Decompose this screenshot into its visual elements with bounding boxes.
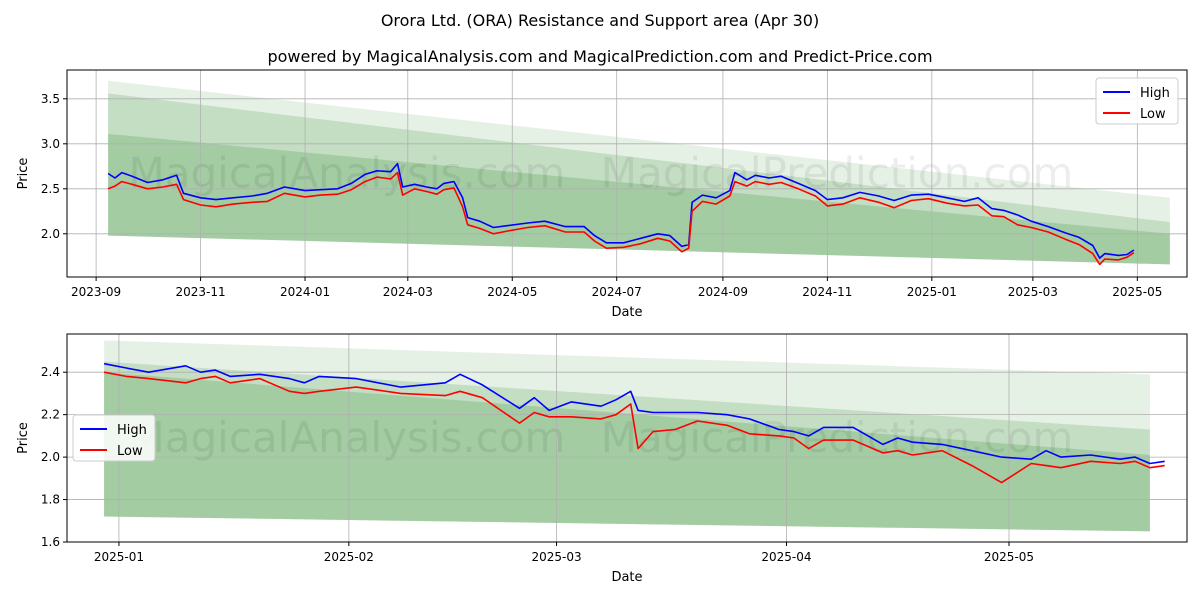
y-tick-label: 3.5 bbox=[41, 92, 60, 106]
legend-label-low: Low bbox=[117, 444, 143, 459]
support-resistance-bands bbox=[108, 80, 1170, 265]
chart-title: Orora Ltd. (ORA) Resistance and Support … bbox=[381, 11, 819, 30]
band-2 bbox=[104, 361, 1150, 532]
legend-box bbox=[72, 414, 156, 462]
x-tick-label: 2024-07 bbox=[592, 285, 642, 299]
y-tick-label: 1.6 bbox=[41, 535, 60, 549]
x-axis-label: Date bbox=[611, 305, 642, 320]
series bbox=[103, 362, 1165, 484]
legend-label-high: High bbox=[1140, 86, 1170, 101]
legend: High Low bbox=[1095, 77, 1179, 125]
band-1 bbox=[108, 80, 1170, 265]
bottom-chart-panel: MagicalAnalysis.com MagicalPrediction.com… bbox=[16, 333, 1188, 585]
x-tick-label: 2024-05 bbox=[487, 285, 537, 299]
y-tick-label: 2.5 bbox=[41, 182, 60, 196]
watermark-prediction: MagicalPrediction.com bbox=[601, 149, 1074, 198]
x-axis-label: Date bbox=[611, 570, 642, 585]
band-3 bbox=[104, 372, 1150, 532]
x-tick-label: 2025-03 bbox=[1008, 285, 1058, 299]
x-tick-label: 2025-05 bbox=[984, 550, 1034, 564]
watermarks: MagicalAnalysis.com MagicalPrediction.com bbox=[129, 413, 1074, 462]
legend-label-high: High bbox=[117, 423, 147, 438]
x-tick-label: 2025-01 bbox=[94, 550, 144, 564]
x-tick-label: 2024-03 bbox=[383, 285, 433, 299]
x-tick-label: 2025-04 bbox=[761, 550, 811, 564]
y-tick-label: 2.0 bbox=[41, 227, 60, 241]
watermark-analysis: MagicalAnalysis.com bbox=[129, 413, 566, 462]
x-tick-label: 2023-11 bbox=[176, 285, 226, 299]
y-axis-label: Price bbox=[16, 422, 31, 454]
series bbox=[107, 162, 1135, 266]
plot-frame bbox=[66, 333, 1188, 543]
band-2 bbox=[108, 93, 1170, 265]
watermark-prediction: MagicalPrediction.com bbox=[601, 413, 1074, 462]
high-line bbox=[107, 162, 1135, 259]
y-axis-label: Price bbox=[16, 158, 31, 190]
x-tick-label: 2023-09 bbox=[71, 285, 121, 299]
legend-label-low: Low bbox=[1140, 107, 1166, 122]
x-tick-label: 2024-01 bbox=[280, 285, 330, 299]
watermark-analysis: MagicalAnalysis.com bbox=[129, 149, 566, 198]
legend: High Low bbox=[72, 414, 156, 462]
top-chart-panel: MagicalAnalysis.com MagicalPrediction.com… bbox=[16, 69, 1188, 320]
legend-box bbox=[1095, 77, 1179, 125]
high-line bbox=[103, 362, 1165, 465]
plot-frame bbox=[66, 69, 1188, 278]
x-tick-label: 2025-03 bbox=[531, 550, 581, 564]
low-line bbox=[103, 371, 1165, 484]
chart-subtitle: powered by MagicalAnalysis.com and Magic… bbox=[267, 47, 932, 66]
x-tick-label: 2024-11 bbox=[802, 285, 852, 299]
y-tick-label: 2.2 bbox=[41, 408, 60, 422]
y-tick-label: 2.4 bbox=[41, 365, 60, 379]
grid bbox=[67, 70, 1187, 277]
x-tick-label: 2024-09 bbox=[698, 285, 748, 299]
y-tick-label: 1.8 bbox=[41, 493, 60, 507]
low-line bbox=[107, 171, 1135, 266]
band-3 bbox=[108, 133, 1170, 265]
y-tick-label: 2.0 bbox=[41, 450, 60, 464]
x-tick-label: 2025-05 bbox=[1112, 285, 1162, 299]
watermarks: MagicalAnalysis.com MagicalPrediction.com bbox=[129, 149, 1074, 198]
y-tick-label: 3.0 bbox=[41, 137, 60, 151]
x-tick-label: 2025-02 bbox=[324, 550, 374, 564]
x-tick-label: 2025-01 bbox=[907, 285, 957, 299]
